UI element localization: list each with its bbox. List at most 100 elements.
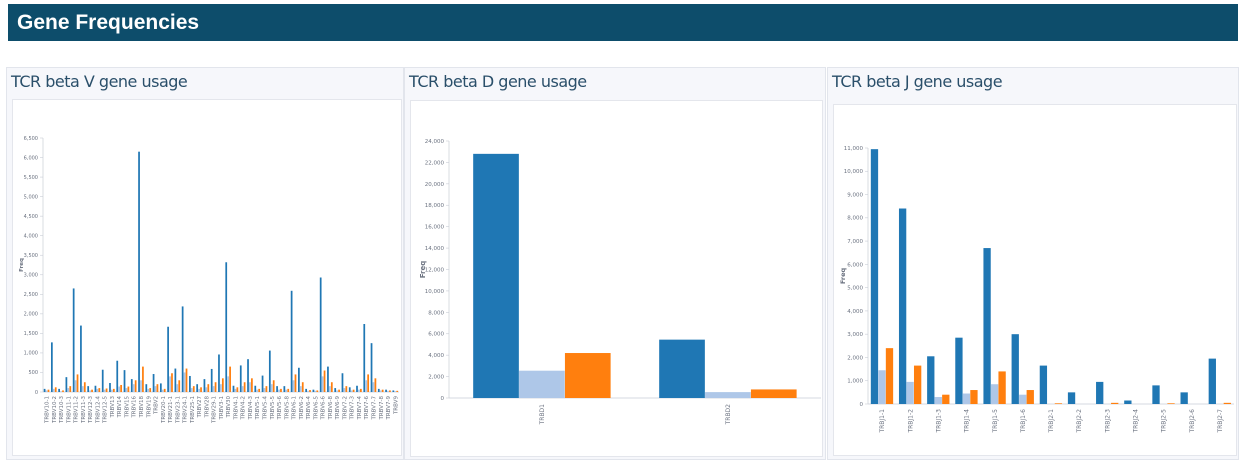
bar[interactable] xyxy=(1152,385,1160,404)
bar[interactable] xyxy=(1026,390,1034,404)
bar[interactable] xyxy=(1011,334,1019,404)
bar[interactable] xyxy=(906,381,914,404)
bar[interactable] xyxy=(870,149,879,404)
bar[interactable] xyxy=(381,389,384,392)
bar[interactable] xyxy=(161,389,164,392)
bar[interactable] xyxy=(356,385,358,392)
bar[interactable] xyxy=(116,360,119,392)
bar[interactable] xyxy=(185,368,188,392)
bar[interactable] xyxy=(352,389,355,392)
bar[interactable] xyxy=(962,393,971,404)
bar[interactable] xyxy=(348,387,351,392)
bar[interactable] xyxy=(323,370,326,392)
bar[interactable] xyxy=(207,384,210,392)
bar[interactable] xyxy=(192,386,195,392)
bar[interactable] xyxy=(103,389,106,392)
bar[interactable] xyxy=(280,388,282,392)
bar[interactable] xyxy=(389,390,391,392)
bar[interactable] xyxy=(243,382,246,392)
bar[interactable] xyxy=(210,368,213,392)
bar[interactable] xyxy=(276,386,278,392)
bar[interactable] xyxy=(60,391,62,392)
bar[interactable] xyxy=(363,324,366,392)
bar[interactable] xyxy=(221,378,224,392)
bar[interactable] xyxy=(1124,400,1132,404)
bar[interactable] xyxy=(247,359,249,392)
bar[interactable] xyxy=(212,386,215,392)
bar[interactable] xyxy=(396,390,399,392)
bar[interactable] xyxy=(301,382,304,392)
bar[interactable] xyxy=(54,387,57,392)
bar[interactable] xyxy=(169,376,171,392)
bar[interactable] xyxy=(263,388,266,392)
bar[interactable] xyxy=(360,388,362,392)
bar[interactable] xyxy=(309,390,311,392)
bar[interactable] xyxy=(76,374,79,392)
bar[interactable] xyxy=(189,375,191,392)
bar[interactable] xyxy=(52,388,55,392)
bar[interactable] xyxy=(334,388,337,392)
bar[interactable] xyxy=(270,384,273,392)
bar[interactable] xyxy=(98,388,101,392)
bar[interactable] xyxy=(385,389,387,392)
bar[interactable] xyxy=(203,379,206,392)
bar[interactable] xyxy=(227,376,230,392)
bar[interactable] xyxy=(473,153,519,398)
bar[interactable] xyxy=(878,370,886,404)
bar[interactable] xyxy=(145,384,148,392)
bar[interactable] xyxy=(290,290,293,392)
bar[interactable] xyxy=(372,382,375,392)
bar[interactable] xyxy=(109,383,111,392)
bar[interactable] xyxy=(379,390,382,392)
bar[interactable] xyxy=(370,343,373,392)
bar[interactable] xyxy=(205,387,208,392)
bar[interactable] xyxy=(183,372,186,392)
bar[interactable] xyxy=(367,374,370,392)
bar[interactable] xyxy=(94,385,97,392)
bar[interactable] xyxy=(123,370,126,392)
bar[interactable] xyxy=(285,389,288,392)
bar[interactable] xyxy=(299,386,302,392)
bar[interactable] xyxy=(45,390,48,392)
bar[interactable] xyxy=(91,389,93,392)
bar[interactable] xyxy=(316,390,319,392)
bar[interactable] xyxy=(336,390,339,392)
bar[interactable] xyxy=(67,388,70,392)
bar[interactable] xyxy=(261,375,264,392)
bar[interactable] xyxy=(196,384,199,392)
bar[interactable] xyxy=(43,388,46,392)
bar[interactable] xyxy=(149,388,152,392)
bar[interactable] xyxy=(154,386,157,392)
bar[interactable] xyxy=(138,151,140,392)
bar[interactable] xyxy=(81,386,84,392)
bar[interactable] xyxy=(287,388,290,392)
bar[interactable] xyxy=(174,368,177,392)
bar[interactable] xyxy=(374,378,377,392)
bar[interactable] xyxy=(970,390,978,404)
bar[interactable] xyxy=(350,390,353,392)
bar[interactable] xyxy=(1067,392,1076,404)
bar[interactable] xyxy=(58,388,60,392)
bar[interactable] xyxy=(329,386,331,392)
bar[interactable] xyxy=(87,386,90,392)
bar[interactable] xyxy=(234,388,237,392)
bar[interactable] xyxy=(983,248,991,404)
bar[interactable] xyxy=(229,366,231,392)
bar[interactable] xyxy=(167,326,169,392)
bar[interactable] xyxy=(171,373,173,392)
bar[interactable] xyxy=(127,386,130,392)
bar[interactable] xyxy=(220,384,222,392)
bar[interactable] xyxy=(232,385,235,392)
bar[interactable] xyxy=(118,386,121,392)
bar[interactable] xyxy=(1054,403,1063,404)
bar[interactable] xyxy=(327,366,329,392)
bar[interactable] xyxy=(176,384,179,392)
bar[interactable] xyxy=(69,386,72,392)
bar[interactable] xyxy=(705,392,751,398)
bar[interactable] xyxy=(101,369,104,392)
bar[interactable] xyxy=(178,380,181,392)
bar[interactable] xyxy=(258,388,261,392)
bar[interactable] xyxy=(241,386,244,392)
bar[interactable] xyxy=(358,389,360,392)
bar[interactable] xyxy=(268,350,271,392)
